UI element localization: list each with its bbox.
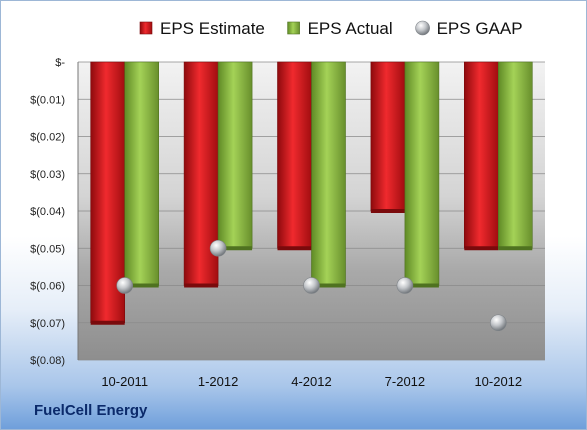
bar-end-cap	[124, 283, 159, 288]
legend-swatch	[139, 21, 153, 35]
eps-gaap-marker	[116, 277, 133, 294]
eps-gaap-marker	[489, 314, 507, 332]
bar-end-cap	[218, 246, 253, 251]
legend-swatch	[287, 21, 300, 35]
y-tick-label: $(0.07)	[30, 318, 65, 330]
legend-swatch	[415, 20, 430, 36]
bar-eps-actual	[497, 61, 533, 249]
y-tick-label: $(0.05)	[30, 243, 65, 255]
bar-eps-estimate	[277, 61, 312, 249]
bar-eps-estimate	[463, 61, 499, 249]
x-tick-label: 10-2012	[474, 374, 522, 389]
bar-end-cap	[370, 209, 405, 213]
eps-gaap-marker	[209, 239, 227, 257]
legend-label: EPS GAAP	[437, 19, 523, 38]
legend-label: EPS Estimate	[160, 19, 265, 38]
bar-eps-actual	[404, 61, 440, 286]
bar-end-cap	[464, 246, 499, 251]
y-tick-label: $(0.01)	[30, 94, 65, 106]
bar-end-cap	[498, 246, 533, 251]
bar-end-cap	[404, 283, 439, 288]
company-name: FuelCell Energy	[34, 402, 148, 419]
y-tick-label: $(0.06)	[30, 281, 65, 293]
x-tick-label: 4-2012	[291, 374, 331, 389]
y-tick-label: $(0.03)	[30, 169, 65, 181]
eps-gaap-marker	[303, 277, 320, 294]
bar-eps-estimate	[370, 61, 406, 212]
x-tick-label: 10-2011	[101, 374, 148, 389]
bar-eps-actual	[217, 61, 253, 249]
legend-label: EPS Actual	[308, 19, 393, 38]
bar-end-cap	[277, 246, 312, 251]
bar-end-cap	[90, 320, 125, 325]
bar-eps-actual	[311, 61, 346, 286]
bar-eps-actual	[124, 61, 159, 286]
y-tick-label: $(0.08)	[30, 355, 65, 367]
x-tick-label: 7-2012	[385, 374, 425, 389]
legend: EPS Estimate EPS Actual EPS GAAP	[139, 19, 523, 38]
bar-end-cap	[311, 283, 346, 288]
y-tick-label: $(0.04)	[30, 206, 65, 218]
y-tick-label: $-	[55, 57, 65, 69]
eps-gaap-marker	[396, 277, 414, 294]
bar-eps-estimate	[90, 61, 125, 324]
y-tick-label: $(0.02)	[30, 132, 65, 144]
x-tick-label: 1-2012	[198, 374, 238, 389]
bar-end-cap	[184, 283, 219, 288]
